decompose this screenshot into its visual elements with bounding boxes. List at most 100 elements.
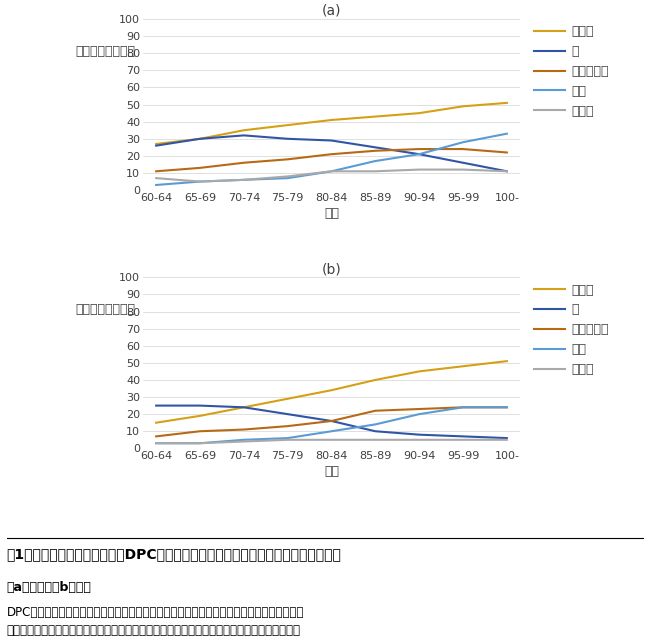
脳血管疾患	[459, 145, 467, 153]
肺炎	[459, 403, 467, 411]
脳血管疾患	[152, 432, 160, 440]
心疾患	[284, 395, 292, 403]
心疾患	[196, 135, 204, 142]
脳血管疾患	[152, 167, 160, 175]
腎疾患	[196, 439, 204, 447]
Text: （a）男性、（b）女性: （a）男性、（b）女性	[6, 581, 92, 594]
心疾患	[503, 99, 511, 107]
腎疾患	[503, 436, 511, 444]
Text: 入院患者中の頻度: 入院患者中の頻度	[75, 303, 135, 316]
脳血管疾患	[240, 425, 248, 433]
肺炎	[152, 439, 160, 447]
Text: 入院患者中の頻度: 入院患者中の頻度	[75, 45, 135, 58]
心疾患	[415, 368, 423, 375]
腎疾患	[196, 177, 204, 185]
癌	[415, 150, 423, 158]
Text: 図1：本研究で明らかになったDPC病院入院患者（高齢者）の疾患の年齢ごとの違い: 図1：本研究で明らかになったDPC病院入院患者（高齢者）の疾患の年齢ごとの違い	[6, 547, 341, 561]
腎疾患	[284, 172, 292, 180]
心疾患	[415, 109, 423, 117]
Title: (b): (b)	[322, 262, 341, 276]
Line: 癌: 癌	[156, 135, 507, 171]
Line: 心疾患: 心疾患	[156, 361, 507, 423]
癌	[328, 137, 335, 144]
癌	[152, 142, 160, 149]
腎疾患	[459, 436, 467, 444]
心疾患	[240, 403, 248, 411]
腎疾患	[152, 174, 160, 182]
X-axis label: 年齢: 年齢	[324, 207, 339, 220]
肺炎	[415, 410, 423, 418]
肺炎	[284, 434, 292, 442]
脳血管疾患	[284, 156, 292, 163]
Legend: 心疾患, 癌, 脳血管疾患, 肺炎, 腎疾患: 心疾患, 癌, 脳血管疾患, 肺炎, 腎疾患	[534, 284, 609, 376]
心疾患	[152, 419, 160, 427]
肺炎	[240, 176, 248, 184]
Line: 脳血管疾患: 脳血管疾患	[156, 407, 507, 436]
癌	[415, 431, 423, 438]
癌	[240, 403, 248, 411]
心疾患	[371, 113, 379, 120]
心疾患	[152, 140, 160, 148]
脳血管疾患	[284, 422, 292, 430]
X-axis label: 年齢: 年齢	[324, 466, 339, 478]
肺炎	[284, 174, 292, 182]
腎疾患	[328, 167, 335, 175]
脳血管疾患	[415, 405, 423, 413]
腎疾患	[371, 167, 379, 175]
肺炎	[371, 420, 379, 428]
Line: 腎疾患: 腎疾患	[156, 440, 507, 443]
脳血管疾患	[196, 164, 204, 172]
肺炎	[152, 181, 160, 189]
腎疾患	[240, 438, 248, 445]
腎疾患	[240, 176, 248, 184]
腎疾患	[371, 436, 379, 444]
癌	[371, 427, 379, 435]
肺炎	[328, 427, 335, 435]
癌	[284, 410, 292, 418]
肺炎	[328, 167, 335, 175]
Text: DPC入院患者（高齢者）の疾患の推移を示しており、がんが減少していく一方で循環器疾患
や脳血管障害などが増加傾向にあり、超高齢者では肺炎も上昇してくることがわか: DPC入院患者（高齢者）の疾患の推移を示しており、がんが減少していく一方で循環器…	[6, 606, 304, 636]
癌	[328, 417, 335, 425]
Legend: 心疾患, 癌, 脳血管疾患, 肺炎, 腎疾患: 心疾患, 癌, 脳血管疾患, 肺炎, 腎疾患	[534, 25, 609, 118]
肺炎	[196, 177, 204, 185]
癌	[284, 135, 292, 142]
脳血管疾患	[371, 407, 379, 415]
Line: 肺炎: 肺炎	[156, 134, 507, 185]
Line: 心疾患: 心疾患	[156, 103, 507, 144]
癌	[459, 432, 467, 440]
肺炎	[240, 436, 248, 444]
脳血管疾患	[371, 147, 379, 155]
脳血管疾患	[196, 427, 204, 435]
癌	[196, 402, 204, 410]
肺炎	[415, 150, 423, 158]
心疾患	[459, 102, 467, 110]
Line: 癌: 癌	[156, 406, 507, 438]
腎疾患	[459, 166, 467, 174]
肺炎	[196, 439, 204, 447]
脳血管疾患	[459, 403, 467, 411]
腎疾患	[328, 436, 335, 444]
心疾患	[240, 127, 248, 134]
腎疾患	[284, 436, 292, 444]
癌	[240, 132, 248, 139]
心疾患	[328, 387, 335, 394]
肺炎	[371, 157, 379, 165]
腎疾患	[152, 439, 160, 447]
Line: 腎疾患: 腎疾患	[156, 170, 507, 181]
脳血管疾患	[240, 159, 248, 167]
心疾患	[371, 376, 379, 384]
癌	[371, 144, 379, 151]
腎疾患	[503, 167, 511, 175]
心疾患	[459, 363, 467, 370]
癌	[459, 159, 467, 167]
心疾患	[284, 121, 292, 129]
肺炎	[459, 139, 467, 146]
肺炎	[503, 130, 511, 137]
脳血管疾患	[503, 403, 511, 411]
腎疾患	[415, 436, 423, 444]
癌	[503, 434, 511, 442]
心疾患	[196, 412, 204, 420]
脳血管疾患	[328, 150, 335, 158]
Title: (a): (a)	[322, 4, 341, 18]
肺炎	[503, 403, 511, 411]
